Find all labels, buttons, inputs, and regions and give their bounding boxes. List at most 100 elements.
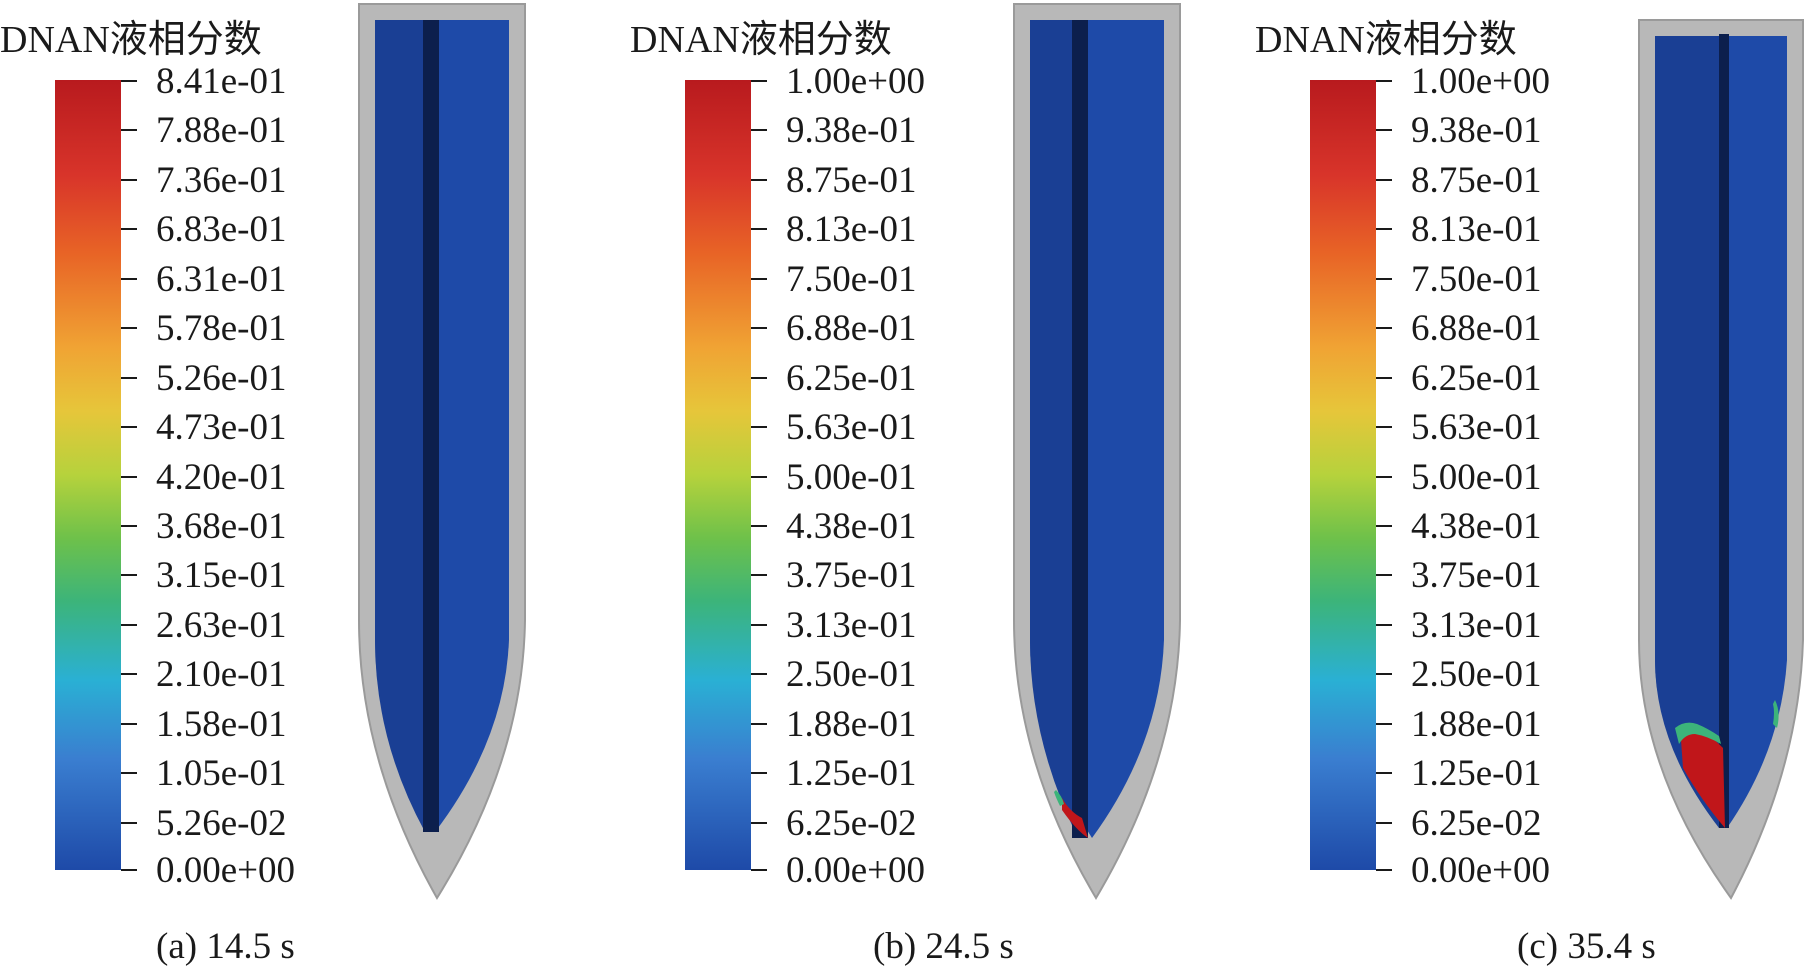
tick-label: 3.75e-01	[1411, 555, 1542, 596]
tick-label: 5.63e-01	[1411, 407, 1542, 448]
melt-region	[1681, 731, 1725, 828]
tick-mark	[751, 228, 767, 230]
tick-mark	[1376, 80, 1392, 82]
caption: (b) 24.5 s	[873, 926, 1014, 967]
melt-edge-right	[1773, 700, 1779, 728]
tick-mark	[751, 723, 767, 725]
tick-mark	[751, 129, 767, 131]
tick-label: 1.88e-01	[1411, 704, 1542, 745]
tick-mark	[751, 377, 767, 379]
caption: (c) 35.4 s	[1517, 926, 1656, 967]
tick-label: 1.05e-01	[156, 753, 287, 794]
tick-label: 5.26e-01	[156, 358, 287, 399]
tick-mark	[1376, 327, 1392, 329]
tick-label: 1.00e+00	[1411, 61, 1551, 102]
tick-mark	[751, 426, 767, 428]
legend-title: DNAN液相分数	[1255, 19, 1517, 61]
tick-label: 6.25e-01	[786, 358, 917, 399]
panel-c: DNAN液相分数	[1255, 0, 1814, 977]
melt-edge	[1675, 722, 1721, 744]
tick-mark	[751, 476, 767, 478]
inner-fill-left-shade	[375, 20, 425, 832]
tick-label: 3.13e-01	[1411, 605, 1542, 646]
tick-mark	[121, 278, 137, 280]
tick-mark	[751, 80, 767, 82]
tick-label: 6.31e-01	[156, 259, 287, 300]
tick-mark	[751, 869, 767, 871]
projectile-model	[1013, 3, 1181, 900]
colorbar	[685, 80, 751, 870]
tick-mark	[1376, 822, 1392, 824]
panel-b: DNAN液相分数	[630, 0, 1220, 977]
tick-label: 0.00e+00	[786, 850, 926, 891]
center-core	[1719, 34, 1729, 828]
colorbar	[1310, 80, 1376, 870]
tick-mark	[121, 80, 137, 82]
tick-label: 2.50e-01	[786, 654, 917, 695]
inner-fill-left-shade	[1030, 20, 1078, 838]
projectile-model	[1638, 19, 1804, 900]
tick-label: 5.00e-01	[786, 457, 917, 498]
tick-label: 1.00e+00	[786, 61, 926, 102]
tick-mark	[1376, 129, 1392, 131]
tick-mark	[1376, 624, 1392, 626]
tick-mark	[121, 476, 137, 478]
tick-label: 6.25e-02	[1411, 803, 1542, 844]
tick-label: 0.00e+00	[1411, 850, 1551, 891]
tick-mark	[751, 327, 767, 329]
tick-label: 3.75e-01	[786, 555, 917, 596]
tick-mark	[751, 624, 767, 626]
melt-edge	[1054, 790, 1064, 806]
tick-label: 8.75e-01	[1411, 160, 1542, 201]
tick-label: 2.50e-01	[1411, 654, 1542, 695]
tick-label: 9.38e-01	[1411, 110, 1542, 151]
tick-mark	[1376, 228, 1392, 230]
tick-label: 5.63e-01	[786, 407, 917, 448]
tick-mark	[1376, 772, 1392, 774]
tick-label: 5.26e-02	[156, 803, 287, 844]
tick-label: 8.13e-01	[786, 209, 917, 250]
tick-mark	[121, 179, 137, 181]
tick-label: 7.88e-01	[156, 110, 287, 151]
tick-label: 0.00e+00	[156, 850, 296, 891]
tick-label: 4.38e-01	[786, 506, 917, 547]
inner-fill-left-shade	[1655, 36, 1719, 828]
tick-label: 1.88e-01	[786, 704, 917, 745]
tick-mark	[751, 278, 767, 280]
tick-label: 7.50e-01	[1411, 259, 1542, 300]
center-core	[1072, 20, 1088, 838]
legend-title: DNAN液相分数	[0, 19, 262, 61]
tick-mark	[1376, 869, 1392, 871]
tick-mark	[751, 822, 767, 824]
panel-a: DNAN液相分数	[0, 0, 600, 977]
projectile-model	[358, 3, 526, 900]
tick-label: 6.88e-01	[786, 308, 917, 349]
legend-title: DNAN液相分数	[630, 19, 892, 61]
tick-mark	[121, 129, 137, 131]
tick-mark	[751, 673, 767, 675]
tick-label: 1.25e-01	[1411, 753, 1542, 794]
tick-label: 1.58e-01	[156, 704, 287, 745]
tick-mark	[121, 624, 137, 626]
tick-mark	[1376, 723, 1392, 725]
tick-mark	[1376, 673, 1392, 675]
tick-label: 8.75e-01	[786, 160, 917, 201]
tick-mark	[1376, 574, 1392, 576]
tick-label: 6.88e-01	[1411, 308, 1542, 349]
tick-mark	[121, 228, 137, 230]
tick-mark	[121, 377, 137, 379]
tick-label: 7.50e-01	[786, 259, 917, 300]
tick-label: 4.38e-01	[1411, 506, 1542, 547]
tick-mark	[121, 327, 137, 329]
tick-mark	[1376, 179, 1392, 181]
tick-mark	[751, 574, 767, 576]
tick-label: 3.13e-01	[786, 605, 917, 646]
tick-label: 1.25e-01	[786, 753, 917, 794]
tick-label: 3.15e-01	[156, 555, 287, 596]
tick-mark	[1376, 426, 1392, 428]
caption: (a) 14.5 s	[156, 926, 295, 967]
tick-mark	[121, 723, 137, 725]
tick-mark	[121, 772, 137, 774]
tick-label: 6.25e-01	[1411, 358, 1542, 399]
tick-mark	[121, 822, 137, 824]
